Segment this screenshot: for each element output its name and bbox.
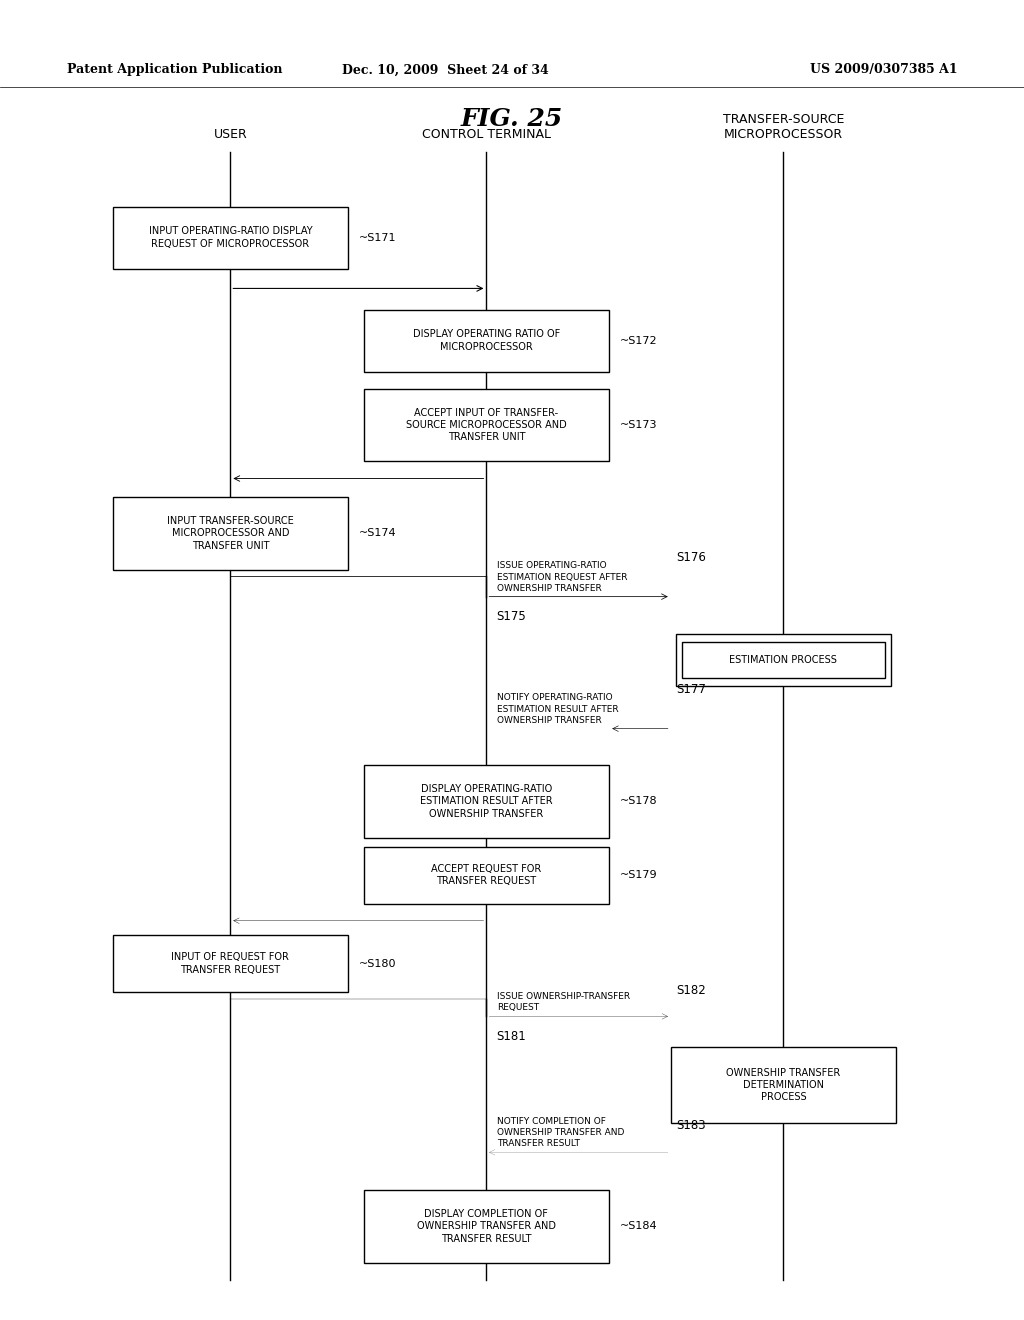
Bar [364, 1191, 609, 1262]
Text: S176: S176 [676, 550, 706, 564]
Text: S175: S175 [497, 610, 526, 623]
Bar [682, 642, 885, 678]
Text: ~S173: ~S173 [620, 420, 657, 430]
Text: ACCEPT REQUEST FOR
TRANSFER REQUEST: ACCEPT REQUEST FOR TRANSFER REQUEST [431, 865, 542, 886]
Text: ESTIMATION PROCESS: ESTIMATION PROCESS [729, 655, 838, 665]
Bar [113, 498, 348, 570]
Bar [676, 634, 891, 686]
Bar [671, 1047, 896, 1123]
Text: INPUT OF REQUEST FOR
TRANSFER REQUEST: INPUT OF REQUEST FOR TRANSFER REQUEST [171, 953, 290, 974]
Bar [364, 766, 609, 838]
Text: DISPLAY COMPLETION OF
OWNERSHIP TRANSFER AND
TRANSFER RESULT: DISPLAY COMPLETION OF OWNERSHIP TRANSFER… [417, 1209, 556, 1243]
Text: S177: S177 [676, 682, 706, 696]
Text: ~S174: ~S174 [358, 528, 396, 539]
Text: NOTIFY OPERATING-RATIO
ESTIMATION RESULT AFTER
OWNERSHIP TRANSFER: NOTIFY OPERATING-RATIO ESTIMATION RESULT… [497, 693, 618, 725]
Text: ISSUE OPERATING-RATIO
ESTIMATION REQUEST AFTER
OWNERSHIP TRANSFER: ISSUE OPERATING-RATIO ESTIMATION REQUEST… [497, 561, 627, 593]
Text: ACCEPT INPUT OF TRANSFER-
SOURCE MICROPROCESSOR AND
TRANSFER UNIT: ACCEPT INPUT OF TRANSFER- SOURCE MICROPR… [407, 408, 566, 442]
Text: US 2009/0307385 A1: US 2009/0307385 A1 [810, 63, 957, 77]
Text: ~S172: ~S172 [620, 335, 657, 346]
Text: OWNERSHIP TRANSFER
DETERMINATION
PROCESS: OWNERSHIP TRANSFER DETERMINATION PROCESS [726, 1068, 841, 1102]
Text: ~S178: ~S178 [620, 796, 657, 807]
Text: USER: USER [214, 128, 247, 141]
Text: DISPLAY OPERATING-RATIO
ESTIMATION RESULT AFTER
OWNERSHIP TRANSFER: DISPLAY OPERATING-RATIO ESTIMATION RESUL… [420, 784, 553, 818]
Bar [113, 207, 348, 269]
Text: CONTROL TERMINAL: CONTROL TERMINAL [422, 128, 551, 141]
Text: Dec. 10, 2009  Sheet 24 of 34: Dec. 10, 2009 Sheet 24 of 34 [342, 63, 549, 77]
Bar [364, 388, 609, 461]
Text: NOTIFY COMPLETION OF
OWNERSHIP TRANSFER AND
TRANSFER RESULT: NOTIFY COMPLETION OF OWNERSHIP TRANSFER … [497, 1117, 624, 1148]
Text: S181: S181 [497, 1030, 526, 1043]
Text: S182: S182 [676, 983, 706, 997]
Text: DISPLAY OPERATING RATIO OF
MICROPROCESSOR: DISPLAY OPERATING RATIO OF MICROPROCESSO… [413, 330, 560, 351]
Text: Patent Application Publication: Patent Application Publication [67, 63, 282, 77]
Text: FIG. 25: FIG. 25 [461, 107, 563, 131]
Text: ISSUE OWNERSHIP-TRANSFER
REQUEST: ISSUE OWNERSHIP-TRANSFER REQUEST [497, 993, 630, 1012]
Text: S183: S183 [676, 1119, 706, 1133]
Text: INPUT TRANSFER-SOURCE
MICROPROCESSOR AND
TRANSFER UNIT: INPUT TRANSFER-SOURCE MICROPROCESSOR AND… [167, 516, 294, 550]
Text: ~S180: ~S180 [358, 958, 396, 969]
Text: TRANSFER-SOURCE
MICROPROCESSOR: TRANSFER-SOURCE MICROPROCESSOR [723, 114, 844, 141]
Bar [113, 935, 348, 993]
Text: ~S171: ~S171 [358, 232, 396, 243]
Text: ~S179: ~S179 [620, 870, 657, 880]
Text: ~S184: ~S184 [620, 1221, 657, 1232]
Bar [364, 847, 609, 903]
Text: INPUT OPERATING-RATIO DISPLAY
REQUEST OF MICROPROCESSOR: INPUT OPERATING-RATIO DISPLAY REQUEST OF… [148, 227, 312, 248]
Bar [364, 309, 609, 372]
